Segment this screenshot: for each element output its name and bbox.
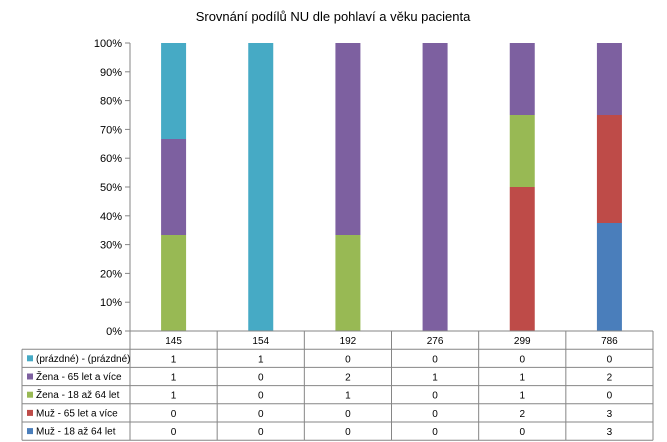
legend-swatch — [27, 409, 33, 416]
bar-segment-786-series-2 — [596, 115, 622, 223]
table-cell-value: 2 — [519, 409, 525, 420]
y-axis: 0% 10% 20% 30% 40% 50% 60% 70% 80% 90% 100% — [94, 38, 131, 338]
bar-segment-276-series-4 — [422, 43, 448, 331]
bar-segment-192-series-3 — [335, 235, 361, 331]
y-tick-label: 50% — [100, 182, 122, 194]
y-tick-label: 90% — [100, 67, 122, 79]
y-tick-label: 0% — [106, 326, 122, 338]
y-tick-label: 100% — [94, 38, 122, 50]
legend-swatch — [27, 428, 33, 435]
table-cell-value: 0 — [345, 427, 351, 438]
table-cell-value: 0 — [258, 391, 264, 402]
table-cell-value: 0 — [171, 409, 177, 420]
table-cell-value: 3 — [607, 427, 613, 438]
category-label: 145 — [165, 336, 182, 347]
bar-segment-145-series-5 — [161, 43, 187, 139]
bar-segment-299-series-2 — [509, 187, 535, 331]
legend-label: Žena - 18 až 64 let — [36, 388, 120, 401]
bar-segment-154-series-5 — [248, 43, 274, 331]
table-cell-value: 0 — [519, 427, 525, 438]
bar-segment-786-series-1 — [596, 223, 622, 331]
table-cell-value: 0 — [345, 354, 351, 365]
table-cell-value: 0 — [345, 409, 351, 420]
data-table: 145 154 192 276 299 786 (prázdné) - (prázdné) 1… — [21, 330, 654, 441]
category-label: 299 — [514, 336, 531, 347]
y-tick-label: 30% — [100, 240, 122, 252]
table-cell-value: 0 — [432, 427, 438, 438]
category-label: 786 — [601, 336, 618, 347]
category-label: 154 — [252, 336, 269, 347]
table-cell-value: 1 — [171, 354, 177, 365]
legend-swatch — [27, 391, 33, 398]
bar-segment-145-series-4 — [161, 139, 187, 235]
y-tick-label: 20% — [100, 268, 122, 280]
y-tick-label: 60% — [100, 153, 122, 165]
bar-segment-299-series-4 — [509, 43, 535, 115]
table-cell-value: 0 — [519, 354, 525, 365]
bar-stacks — [161, 43, 622, 331]
table-cell-value: 0 — [432, 354, 438, 365]
table-cell-value: 0 — [258, 409, 264, 420]
legend-label: (prázdné) - (prázdné) — [36, 354, 130, 365]
table-cell-value: 3 — [607, 409, 613, 420]
bar-segment-192-series-4 — [335, 43, 361, 235]
table-cell-value: 1 — [171, 373, 177, 384]
y-tick-label: 70% — [100, 124, 122, 136]
table-cell-value: 0 — [258, 427, 264, 438]
legend-swatch — [27, 373, 33, 380]
table-cell-value: 0 — [171, 427, 177, 438]
table-cell-value: 1 — [519, 391, 525, 402]
y-tick-label: 80% — [100, 96, 122, 108]
category-label: 192 — [340, 336, 357, 347]
table-cell-value: 0 — [432, 409, 438, 420]
bar-segment-145-series-3 — [161, 235, 187, 331]
table-cell-value: 0 — [607, 354, 613, 365]
y-tick-label: 40% — [100, 211, 122, 223]
legend-label: Žena - 65 let a více — [36, 370, 122, 383]
legend-label: Muž - 18 až 64 let — [36, 427, 116, 438]
table-cell-value: 2 — [345, 373, 351, 384]
table-cell-value: 1 — [171, 391, 177, 402]
category-label: 276 — [427, 336, 444, 347]
table-cell-value: 2 — [607, 373, 613, 384]
y-tick-label: 10% — [100, 297, 122, 309]
table-cell-value: 0 — [258, 373, 264, 384]
table-cell-value: 1 — [519, 373, 525, 384]
table-cell-value: 1 — [345, 391, 351, 402]
table-cell-value: 0 — [607, 391, 613, 402]
table-cell-value: 0 — [432, 391, 438, 402]
legend-label: Muž - 65 let a více — [36, 408, 118, 419]
table-cell-value: 1 — [258, 354, 264, 365]
chart-title: Srovnání podílů NU dle pohlaví a věku pa… — [196, 9, 471, 24]
legend-swatch — [27, 355, 33, 362]
bar-segment-299-series-3 — [509, 115, 535, 187]
table-cell-value: 1 — [432, 373, 438, 384]
bar-segment-786-series-4 — [596, 43, 622, 115]
